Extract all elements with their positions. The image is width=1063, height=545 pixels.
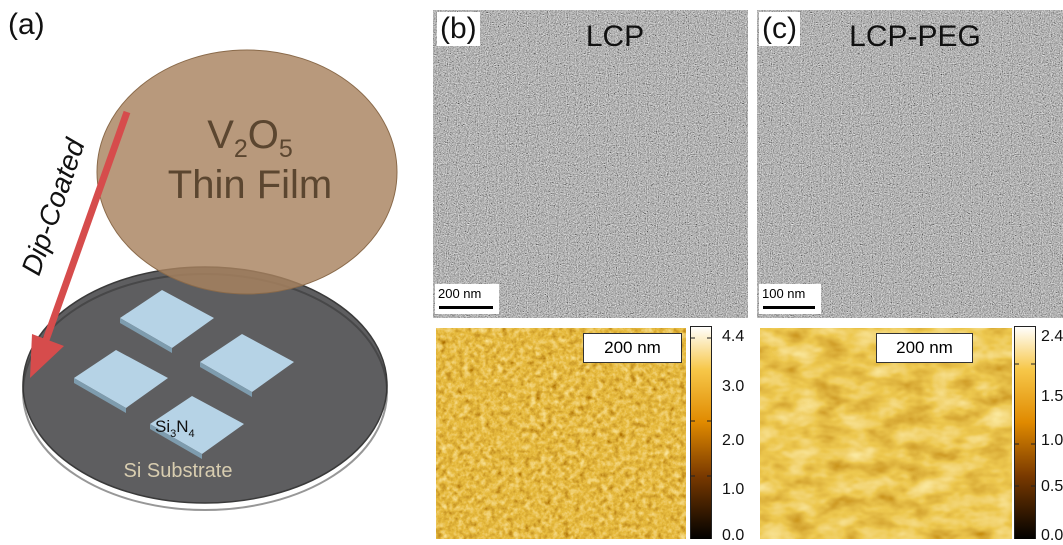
arrow-label: Dip-Coated xyxy=(15,134,91,279)
si3n4-pad-right xyxy=(200,334,294,397)
panel-c-tick-0: 2.4 xyxy=(1041,328,1063,345)
film-label-line2: Thin Film xyxy=(168,163,332,207)
panel-c-title: LCP-PEG xyxy=(849,20,981,53)
sem-image-lcp-peg xyxy=(757,10,1063,318)
panel-c-tick-2: 1.0 xyxy=(1041,432,1063,449)
dip-coating-diagram: V2O5 Thin Film Dip-Coated Si3N4 Si Subst… xyxy=(15,49,398,511)
panel-b-tick-0: 4.4 xyxy=(722,328,745,345)
panel-c-scalebar-line xyxy=(763,306,815,309)
sem-image-lcp xyxy=(433,10,748,318)
film-label-line1: V2O5 xyxy=(207,113,293,163)
panel-b-scalebar-text: 200 nm xyxy=(438,286,482,301)
panel-b-title: LCP xyxy=(585,20,645,53)
dip-arrow xyxy=(30,110,131,378)
panel-b-letter: (b) xyxy=(437,12,480,46)
panel-b-tick-4: 0.0 xyxy=(722,527,745,544)
panel-c-tick-4: 0.0 xyxy=(1041,527,1063,544)
panel-a-letter: (a) xyxy=(8,8,45,41)
si3n4-pad-bottom xyxy=(150,396,244,459)
v2o5-film-disc xyxy=(96,49,398,295)
panel-b-tick-3: 1.0 xyxy=(722,481,745,498)
panel-b-colorbar xyxy=(690,326,712,539)
pad-label: Si3N4 xyxy=(155,417,195,440)
si3n4-pad-top xyxy=(120,290,214,353)
si3n4-pad-left xyxy=(74,350,168,413)
panel-c-letter: (c) xyxy=(759,12,800,46)
panel-b-tick-1: 3.0 xyxy=(722,378,745,395)
substrate-label: Si Substrate xyxy=(124,460,233,482)
panel-c-tick-1: 1.5 xyxy=(1041,388,1063,405)
afm-image-lcp-peg xyxy=(760,328,1012,539)
panel-c-colorbar xyxy=(1014,326,1036,539)
panel-c-afm-scale: 200 nm xyxy=(876,333,973,363)
panel-b-afm-scale: 200 nm xyxy=(583,333,682,363)
panel-b-scalebar-line xyxy=(439,306,493,309)
panel-b-scalebar: 200 nm xyxy=(435,284,499,314)
panel-b-tick-2: 2.0 xyxy=(722,432,745,449)
panel-c-tick-3: 0.5 xyxy=(1041,478,1063,495)
panel-c-scalebar-text: 100 nm xyxy=(762,286,806,301)
panel-c-scalebar: 100 nm xyxy=(759,284,821,314)
afm-image-lcp xyxy=(436,328,686,539)
